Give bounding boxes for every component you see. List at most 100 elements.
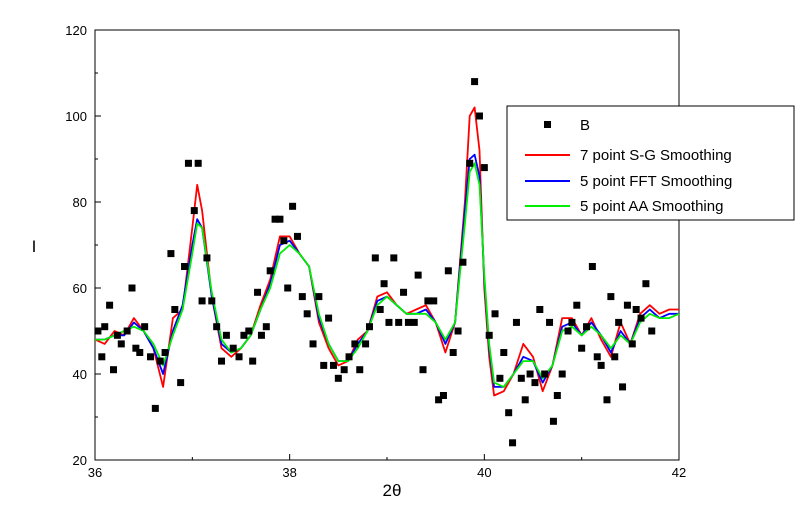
scatter-point bbox=[377, 306, 384, 313]
scatter-point bbox=[527, 371, 534, 378]
scatter-point bbox=[208, 297, 215, 304]
scatter-point bbox=[420, 366, 427, 373]
scatter-point bbox=[177, 379, 184, 386]
scatter-point bbox=[267, 267, 274, 274]
plot-frame bbox=[95, 30, 679, 460]
scatter-point bbox=[195, 160, 202, 167]
scatter-point bbox=[481, 164, 488, 171]
scatter-point bbox=[455, 328, 462, 335]
scatter-point bbox=[415, 272, 422, 279]
scatter-point bbox=[598, 362, 605, 369]
scatter-point bbox=[440, 392, 447, 399]
y-tick-label: 100 bbox=[65, 109, 87, 124]
scatter-point bbox=[346, 353, 353, 360]
scatter-point bbox=[466, 160, 473, 167]
scatter-point bbox=[181, 263, 188, 270]
y-tick-label: 20 bbox=[73, 453, 87, 468]
scatter-point bbox=[486, 332, 493, 339]
scatter-point bbox=[554, 392, 561, 399]
scatter-point bbox=[607, 293, 614, 300]
scatter-point bbox=[603, 396, 610, 403]
scatter-point bbox=[236, 353, 243, 360]
scatter-point bbox=[98, 353, 105, 360]
y-tick-label: 80 bbox=[73, 195, 87, 210]
scatter-point bbox=[500, 349, 507, 356]
legend-label-sg: 7 point S-G Smoothing bbox=[580, 147, 732, 164]
scatter-point bbox=[531, 379, 538, 386]
scatter-point bbox=[162, 349, 169, 356]
y-tick-label: 40 bbox=[73, 367, 87, 382]
scatter-point bbox=[258, 332, 265, 339]
scatter-point bbox=[289, 203, 296, 210]
scatter-point bbox=[310, 340, 317, 347]
x-tick-label: 42 bbox=[672, 465, 686, 480]
scatter-point bbox=[128, 285, 135, 292]
scatter-point bbox=[594, 353, 601, 360]
scatter-point bbox=[320, 362, 327, 369]
scatter-point bbox=[203, 254, 210, 261]
scatter-point bbox=[263, 323, 270, 330]
scatter-point bbox=[356, 366, 363, 373]
scatter-point bbox=[638, 315, 645, 322]
scatter-point bbox=[565, 328, 572, 335]
scatter-point bbox=[230, 345, 237, 352]
scatter-point bbox=[101, 323, 108, 330]
scatter-point bbox=[476, 113, 483, 120]
scatter-point bbox=[185, 160, 192, 167]
scatter-point bbox=[492, 310, 499, 317]
legend-label-aa: 5 point AA Smoothing bbox=[580, 198, 723, 215]
scatter-point bbox=[522, 396, 529, 403]
scatter-point bbox=[496, 375, 503, 382]
scatter-point bbox=[583, 323, 590, 330]
scatter-point bbox=[341, 366, 348, 373]
scatter-point bbox=[559, 371, 566, 378]
y-tick-label: 60 bbox=[73, 281, 87, 296]
y-axis-label: I bbox=[32, 237, 37, 256]
scatter-point bbox=[94, 328, 101, 335]
scatter-point bbox=[400, 289, 407, 296]
scatter-point bbox=[430, 297, 437, 304]
scatter-point bbox=[390, 254, 397, 261]
scatter-point bbox=[573, 302, 580, 309]
scatter-point bbox=[362, 340, 369, 347]
plot-area: 20 40 60 80 100 120 36 38 40 42 bbox=[65, 23, 686, 480]
scatter-point bbox=[191, 207, 198, 214]
scatter-point bbox=[648, 328, 655, 335]
scatter-point bbox=[351, 340, 358, 347]
scatter-point bbox=[589, 263, 596, 270]
y-tick-label: 120 bbox=[65, 23, 87, 38]
scatter-point bbox=[141, 323, 148, 330]
scatter-point bbox=[280, 237, 287, 244]
x-axis-label: 2θ bbox=[383, 481, 402, 500]
x-axis-ticks: 36 38 40 42 bbox=[88, 454, 686, 480]
scatter-point bbox=[395, 319, 402, 326]
scatter-point bbox=[642, 280, 649, 287]
scatter-point bbox=[299, 293, 306, 300]
scatter-point bbox=[546, 319, 553, 326]
scatter-point bbox=[578, 345, 585, 352]
scatter-point bbox=[276, 216, 283, 223]
x-tick-label: 38 bbox=[282, 465, 296, 480]
scatter-point bbox=[167, 250, 174, 257]
scatter-point bbox=[518, 375, 525, 382]
scatter-point bbox=[106, 302, 113, 309]
scatter-point bbox=[629, 340, 636, 347]
scatter-point bbox=[385, 319, 392, 326]
x-tick-label: 40 bbox=[477, 465, 491, 480]
scatter-point bbox=[372, 254, 379, 261]
scatter-point bbox=[513, 319, 520, 326]
scatter-point bbox=[633, 306, 640, 313]
scatter-point bbox=[245, 328, 252, 335]
scatter-point bbox=[124, 328, 131, 335]
scatter-point bbox=[615, 319, 622, 326]
scatter-point bbox=[550, 418, 557, 425]
scatter-point bbox=[366, 323, 373, 330]
scatter-point bbox=[152, 405, 159, 412]
scatter-point bbox=[381, 280, 388, 287]
scatter-point bbox=[315, 293, 322, 300]
x-tick-label: 36 bbox=[88, 465, 102, 480]
scatter-point bbox=[171, 306, 178, 313]
scatter-point bbox=[411, 319, 418, 326]
scatter-point bbox=[541, 371, 548, 378]
